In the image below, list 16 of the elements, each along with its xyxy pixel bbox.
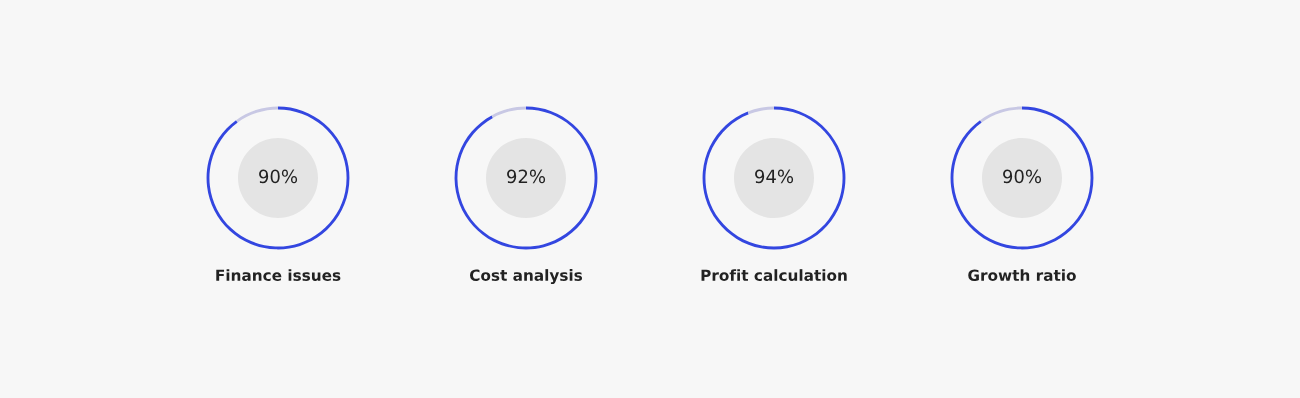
data-label: 94%	[755, 169, 794, 184]
donut-slice	[702, 106, 846, 250]
data-label: 90%	[1003, 169, 1042, 184]
data-label: 90%	[259, 169, 298, 184]
donut-slice	[206, 106, 350, 250]
text: Finance issues	[216, 269, 341, 281]
text: Profit calculation	[701, 269, 847, 281]
donut-slice	[454, 106, 598, 250]
text: Growth ratio	[968, 269, 1076, 281]
donut-slice	[950, 106, 1094, 250]
donut-slice	[747, 106, 774, 115]
donut-slice	[236, 106, 278, 123]
data-label: 92%	[507, 169, 546, 184]
donut-slice	[980, 106, 1022, 123]
donut-slice	[491, 106, 526, 118]
text: Cost analysis	[469, 269, 583, 285]
